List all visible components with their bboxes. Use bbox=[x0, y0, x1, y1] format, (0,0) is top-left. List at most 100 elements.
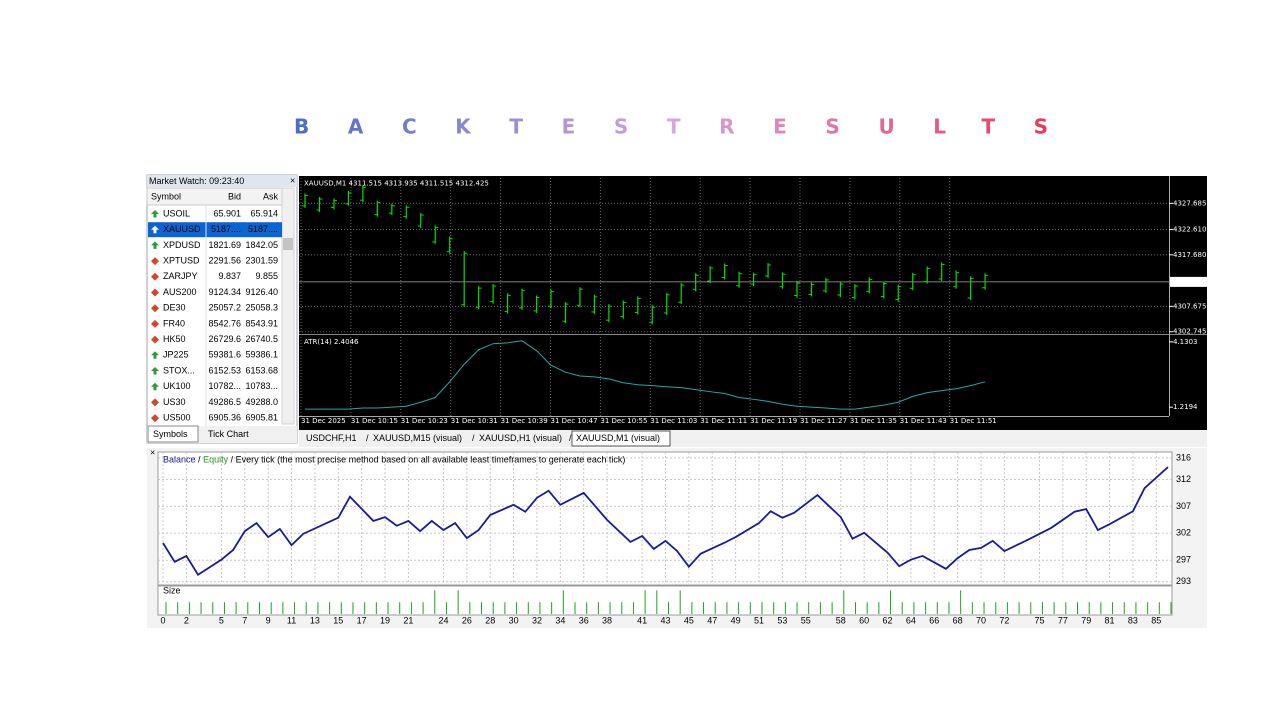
x-tick-label: 77 bbox=[1058, 615, 1068, 625]
time-label: 31 Dec 11:11 bbox=[700, 417, 747, 425]
time-label: 31 Dec 11:27 bbox=[800, 417, 847, 425]
x-tick-label: 60 bbox=[859, 615, 869, 625]
x-tick-label: 24 bbox=[438, 615, 448, 625]
down-icon bbox=[151, 288, 159, 297]
chart-header: XAUUSD,M1 4311.515 4313.935 4311.515 431… bbox=[304, 180, 489, 188]
down-icon bbox=[151, 272, 159, 281]
column-label: Ask bbox=[263, 191, 279, 201]
y-tick-label: 312 bbox=[1176, 474, 1191, 484]
symbol[interactable]: XPDUSD bbox=[163, 240, 201, 250]
x-tick-label: 38 bbox=[602, 615, 612, 625]
ask: 2301.59 bbox=[245, 255, 278, 265]
x-tick-label: 32 bbox=[532, 615, 542, 625]
x-tick-label: 75 bbox=[1034, 615, 1044, 625]
ask: 26740.5 bbox=[245, 334, 278, 344]
up-icon bbox=[151, 382, 159, 391]
tab[interactable]: Tick Chart bbox=[208, 429, 249, 439]
close-button[interactable]: × bbox=[290, 175, 295, 185]
x-tick-label: 36 bbox=[579, 615, 589, 625]
x-tick-label: 2 bbox=[184, 615, 189, 625]
tab-separator: / bbox=[472, 433, 475, 443]
ask: 49288.0 bbox=[245, 397, 278, 407]
symbol[interactable]: HK50 bbox=[163, 334, 186, 344]
x-tick-label: 79 bbox=[1081, 615, 1091, 625]
time-label: 31 Dec 2025 bbox=[301, 417, 346, 425]
chart-tab[interactable]: XAUUSD,M1 (visual) bbox=[576, 433, 660, 443]
bid: 65.901 bbox=[213, 208, 241, 218]
ask: 9.855 bbox=[255, 271, 278, 281]
time-label: 31 Dec 11:43 bbox=[900, 417, 947, 425]
x-tick-label: 5 bbox=[219, 615, 224, 625]
column-label: Symbol bbox=[151, 191, 181, 201]
x-tick-label: 64 bbox=[906, 615, 916, 625]
x-tick-label: 26 bbox=[462, 615, 472, 625]
tab[interactable]: Symbols bbox=[153, 429, 188, 439]
y-tick-label: 297 bbox=[1176, 555, 1191, 565]
x-tick-label: 9 bbox=[266, 615, 271, 625]
close-button[interactable]: × bbox=[150, 447, 155, 457]
bid: 59381.6 bbox=[208, 350, 241, 360]
scroll-thumb[interactable] bbox=[283, 238, 293, 250]
up-icon bbox=[151, 241, 159, 249]
chart-tab[interactable]: XAUUSD,H1 (visual) bbox=[479, 433, 562, 443]
chart-tab-bar bbox=[299, 430, 1207, 447]
time-label: 31 Dec 10:39 bbox=[501, 417, 548, 425]
symbol[interactable]: ZARJPY bbox=[163, 271, 198, 281]
chart-tab[interactable]: USDCHF,H1 bbox=[306, 433, 357, 443]
x-tick-label: 0 bbox=[160, 615, 165, 625]
bid: 10782... bbox=[208, 381, 241, 391]
time-label: 31 Dec 11:35 bbox=[850, 417, 897, 425]
ask: 65.914 bbox=[250, 208, 278, 218]
market-watch-panel bbox=[146, 174, 298, 444]
symbol[interactable]: UK100 bbox=[163, 381, 191, 391]
page-title: BACKTESTRESULTS bbox=[294, 115, 1048, 139]
symbol[interactable]: XAUUSD bbox=[163, 224, 201, 234]
symbol[interactable]: US30 bbox=[163, 397, 186, 407]
legend: Balance / Equity / Every tick (the most … bbox=[163, 455, 625, 465]
x-tick-label: 58 bbox=[836, 615, 846, 625]
tab-active[interactable] bbox=[147, 425, 199, 443]
symbol[interactable]: USOIL bbox=[163, 208, 190, 218]
symbol[interactable]: DE30 bbox=[163, 303, 186, 313]
symbol[interactable]: FR40 bbox=[163, 318, 185, 328]
y-tick-label: 4302.745 bbox=[1173, 328, 1206, 336]
symbol[interactable]: AUS200 bbox=[163, 287, 197, 297]
x-tick-label: 68 bbox=[953, 615, 963, 625]
balance-chart bbox=[157, 451, 1173, 586]
ask: 5187.... bbox=[248, 224, 278, 234]
x-tick-label: 7 bbox=[242, 615, 247, 625]
current-price: 4312.425 bbox=[1172, 278, 1205, 286]
legend-item: Every tick (the most precise method base… bbox=[236, 455, 626, 465]
tab-active[interactable] bbox=[571, 430, 671, 447]
x-tick-label: 72 bbox=[999, 615, 1009, 625]
legend-item: / bbox=[198, 455, 201, 465]
ask: 59386.1 bbox=[245, 350, 278, 360]
x-tick-label: 55 bbox=[801, 615, 811, 625]
up-icon bbox=[151, 367, 159, 375]
x-tick-label: 28 bbox=[485, 615, 495, 625]
x-tick-label: 70 bbox=[976, 615, 986, 625]
time-label: 31 Dec 10:55 bbox=[600, 417, 647, 425]
indicator-header: ATR(14) 2.4046 bbox=[304, 338, 359, 346]
down-icon bbox=[151, 335, 159, 344]
x-tick-label: 47 bbox=[707, 615, 717, 625]
legend-item: / bbox=[231, 455, 234, 465]
y-tick-label: 4.1303 bbox=[1173, 338, 1198, 346]
ask: 6905.81 bbox=[245, 412, 278, 422]
selected-row[interactable] bbox=[148, 222, 282, 238]
legend-item: Equity bbox=[203, 455, 229, 465]
x-tick-label: 19 bbox=[380, 615, 390, 625]
time-label: 31 Dec 10:47 bbox=[551, 417, 598, 425]
symbol[interactable]: JP225 bbox=[163, 350, 189, 360]
balance-line bbox=[162, 466, 1169, 577]
symbol[interactable]: STOX... bbox=[163, 365, 195, 375]
x-tick-label: 21 bbox=[403, 615, 413, 625]
price-chart bbox=[299, 176, 1207, 430]
ask: 8543.91 bbox=[245, 318, 278, 328]
y-tick-label: 302 bbox=[1176, 528, 1191, 538]
x-tick-label: 43 bbox=[660, 615, 670, 625]
symbol[interactable]: US500 bbox=[163, 412, 191, 422]
symbol[interactable]: XPTUSD bbox=[163, 255, 200, 265]
chart-tab[interactable]: XAUUSD,M15 (visual) bbox=[373, 433, 462, 443]
